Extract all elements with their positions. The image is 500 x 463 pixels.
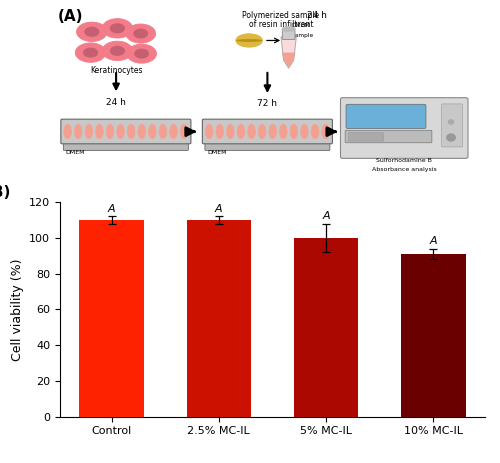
- Ellipse shape: [134, 29, 147, 38]
- Bar: [294, 238, 358, 417]
- Text: of resin infiltrant: of resin infiltrant: [249, 20, 313, 29]
- Ellipse shape: [74, 124, 82, 139]
- Ellipse shape: [102, 41, 132, 61]
- Text: A: A: [430, 236, 438, 246]
- Ellipse shape: [290, 124, 298, 139]
- FancyBboxPatch shape: [346, 104, 426, 129]
- Ellipse shape: [282, 26, 296, 31]
- FancyBboxPatch shape: [282, 31, 295, 39]
- Ellipse shape: [126, 24, 156, 43]
- Text: DMEM: DMEM: [66, 150, 85, 156]
- Ellipse shape: [280, 124, 287, 139]
- Text: Absorbance analysis: Absorbance analysis: [372, 167, 436, 172]
- FancyBboxPatch shape: [205, 141, 330, 150]
- Text: DMEM: DMEM: [207, 150, 227, 156]
- Ellipse shape: [248, 124, 256, 139]
- FancyBboxPatch shape: [202, 119, 332, 144]
- Ellipse shape: [138, 124, 145, 139]
- Ellipse shape: [311, 124, 319, 139]
- Ellipse shape: [269, 124, 276, 139]
- Ellipse shape: [148, 124, 156, 139]
- Ellipse shape: [237, 124, 245, 139]
- Ellipse shape: [180, 124, 188, 139]
- Ellipse shape: [126, 44, 156, 63]
- Ellipse shape: [135, 50, 148, 58]
- Ellipse shape: [102, 19, 132, 38]
- Text: DMEM: DMEM: [292, 24, 310, 28]
- Ellipse shape: [236, 34, 262, 47]
- Ellipse shape: [84, 48, 98, 57]
- Ellipse shape: [110, 24, 124, 33]
- Bar: [80, 220, 144, 417]
- Ellipse shape: [85, 27, 99, 36]
- Ellipse shape: [216, 124, 224, 139]
- Ellipse shape: [106, 124, 114, 139]
- Text: 24 h: 24 h: [106, 98, 126, 106]
- Bar: [186, 220, 251, 417]
- Polygon shape: [281, 37, 296, 68]
- Text: Sulforhodamine B: Sulforhodamine B: [376, 158, 432, 163]
- Ellipse shape: [64, 124, 72, 139]
- Ellipse shape: [322, 124, 330, 139]
- Ellipse shape: [110, 46, 124, 55]
- Circle shape: [446, 134, 455, 141]
- Ellipse shape: [206, 124, 213, 139]
- Ellipse shape: [226, 124, 234, 139]
- FancyBboxPatch shape: [61, 119, 191, 144]
- Y-axis label: Cell viability (%): Cell viability (%): [10, 258, 24, 361]
- Text: Keratinocytes: Keratinocytes: [90, 67, 142, 75]
- FancyBboxPatch shape: [340, 98, 468, 158]
- FancyBboxPatch shape: [442, 104, 462, 147]
- Ellipse shape: [96, 124, 103, 139]
- Circle shape: [448, 120, 454, 124]
- Text: Polymerized sample: Polymerized sample: [242, 11, 320, 20]
- Ellipse shape: [76, 22, 107, 42]
- FancyBboxPatch shape: [345, 130, 432, 143]
- Ellipse shape: [76, 43, 106, 63]
- Bar: [402, 254, 466, 417]
- Ellipse shape: [236, 39, 262, 42]
- Text: A: A: [215, 204, 222, 213]
- Ellipse shape: [170, 124, 177, 139]
- Text: 72 h: 72 h: [258, 99, 278, 108]
- Text: (A): (A): [58, 9, 84, 24]
- Polygon shape: [282, 53, 296, 67]
- Text: (B): (B): [0, 185, 11, 200]
- Ellipse shape: [128, 124, 135, 139]
- FancyBboxPatch shape: [348, 133, 384, 141]
- Text: A: A: [322, 211, 330, 221]
- Text: Sample: Sample: [292, 33, 314, 38]
- FancyBboxPatch shape: [64, 141, 188, 150]
- Ellipse shape: [159, 124, 167, 139]
- Ellipse shape: [300, 124, 308, 139]
- Ellipse shape: [258, 124, 266, 139]
- Ellipse shape: [85, 124, 92, 139]
- Text: A: A: [108, 204, 116, 213]
- Ellipse shape: [117, 124, 124, 139]
- Text: 24 h: 24 h: [307, 11, 327, 20]
